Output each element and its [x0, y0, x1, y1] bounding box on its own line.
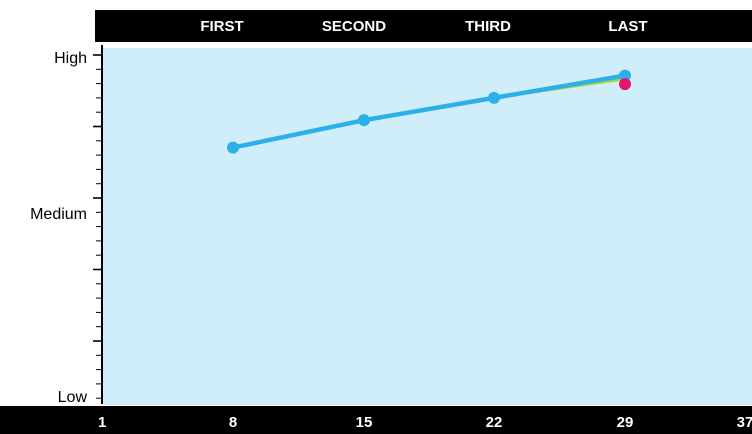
phase-label: LAST [608, 18, 647, 35]
phase-label: FIRST [200, 18, 243, 35]
phase-label: SECOND [322, 18, 386, 35]
y-tick-label: Low [58, 389, 88, 406]
data-point [488, 91, 500, 104]
data-point [619, 69, 631, 82]
x-tick-label: 8 [229, 414, 237, 431]
x-tick-label: 15 [356, 414, 373, 431]
series-line [230, 73, 628, 150]
data-point [619, 78, 631, 91]
plot-area [103, 48, 752, 405]
data-point [227, 141, 239, 154]
x-tick-label: 1 [98, 414, 106, 431]
top-phase-band [95, 10, 752, 42]
y-axis-labels: High Medium Low [30, 50, 87, 406]
x-axis-labels: 1 8 15 22 29 37 [98, 414, 752, 431]
series-group [227, 69, 631, 154]
y-axis-ticks [93, 54, 102, 399]
y-tick-label: Medium [30, 206, 87, 223]
phase-label: THIRD [465, 18, 511, 35]
x-tick-label: 29 [617, 414, 634, 431]
x-tick-label: 37 [737, 414, 752, 431]
bottom-axis-band [0, 406, 752, 434]
y-tick-label: High [54, 50, 87, 67]
phase-labels: FIRST SECOND THIRD LAST [200, 18, 647, 35]
data-point [358, 114, 370, 127]
x-tick-label: 22 [486, 414, 503, 431]
